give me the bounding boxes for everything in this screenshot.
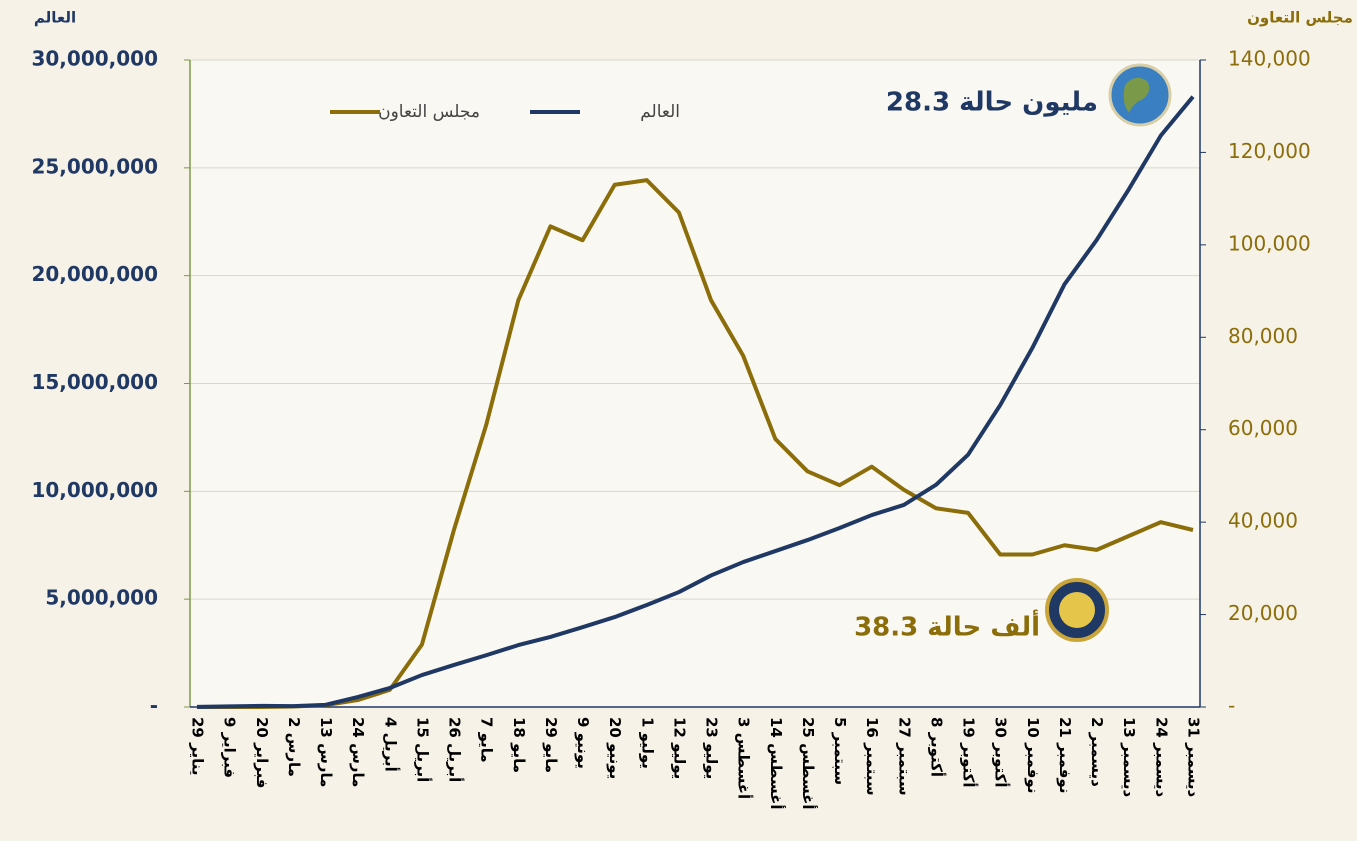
x-tick-label: 13 ديسمبر <box>1120 717 1138 798</box>
series-line <box>196 95 1195 709</box>
x-tick-label: 12 يوليو <box>670 717 688 779</box>
y-tick-label: 15,000,000 <box>31 370 158 394</box>
x-tick-label: 24 ديسمبر <box>1152 717 1170 798</box>
y2-tick-label: 20,000 <box>1228 601 1298 625</box>
x-tick-label: 13 مارس <box>317 717 335 787</box>
y2-tick-label: 100,000 <box>1228 231 1311 255</box>
x-tick-label: 1 يوليو <box>638 717 656 769</box>
y-tick-label: 5,000,000 <box>45 586 158 610</box>
x-tick-label: 20 يونيو <box>606 717 624 779</box>
x-tick-label: 8 أكتوبر <box>927 717 946 777</box>
x-tick-label: 29 مايو <box>542 717 560 773</box>
y-tick-label: - <box>150 694 158 718</box>
x-tick-label: 20 فبراير <box>253 717 271 789</box>
x-tick-label: 2 ديسمبر <box>1088 717 1106 787</box>
x-tick-label: 30 أكتوبر <box>992 717 1011 787</box>
annotation: 38.3 ألف حالة <box>854 610 1040 643</box>
y-tick-label: 25,000,000 <box>31 154 158 178</box>
y2-tick-label: 60,000 <box>1228 416 1298 440</box>
y2-tick-label: 40,000 <box>1228 509 1298 533</box>
x-tick-label: 4 أبريل <box>381 717 400 772</box>
x-tick-label: 31 ديسمبر <box>1185 717 1203 798</box>
x-tick-label: 18 مايو <box>510 717 528 773</box>
y-tick-label: 10,000,000 <box>31 478 158 502</box>
x-tick-label: 21 نوفمبر <box>1056 717 1074 793</box>
x-tick-label: 23 يوليو <box>703 717 721 779</box>
x-tick-label: 26 أبريل <box>446 717 465 782</box>
x-tick-label: 9 فبراير <box>221 717 239 778</box>
x-tick-label: 25 أغسطس <box>799 717 818 810</box>
x-tick-label: 5 سبتمبر <box>831 717 849 785</box>
y2-tick-label: 120,000 <box>1228 139 1311 163</box>
x-tick-label: 14 أغسطس <box>767 717 786 810</box>
series-line <box>197 178 1194 709</box>
globe-land <box>1123 77 1150 113</box>
x-tick-label: 2 مارس <box>285 717 303 777</box>
x-tick-label: 7 مايو <box>478 717 496 763</box>
y-axis-title: العالم <box>34 9 76 27</box>
x-tick-label: 27 سبتمبر <box>895 717 913 796</box>
y2-axis-title: مجلس التعاون <box>1247 9 1353 27</box>
y2-tick-label: 140,000 <box>1228 47 1311 71</box>
x-tick-label: 3 أغسطس <box>735 717 754 799</box>
x-tick-label: 19 أكتوبر <box>960 717 979 787</box>
x-tick-label: 15 أبريل <box>413 717 432 782</box>
y-tick-label: 30,000,000 <box>31 47 158 71</box>
y2-tick-label: 80,000 <box>1228 324 1298 348</box>
x-tick-label: 10 نوفمبر <box>1024 717 1042 793</box>
annotation: 28.3 مليون حالة <box>886 88 1098 118</box>
x-tick-label: 24 مارس <box>349 717 367 787</box>
y2-tick-label: - <box>1228 694 1235 718</box>
x-tick-label: 16 سبتمبر <box>863 717 881 796</box>
gcc-emblem-inner <box>1059 592 1095 628</box>
legend-label: العالم <box>640 102 680 122</box>
x-tick-label: 9 يونيو <box>574 717 592 769</box>
x-tick-label: 29 يناير <box>189 717 207 775</box>
y-tick-label: 20,000,000 <box>31 262 158 286</box>
legend-label: مجلس التعاون <box>378 102 480 122</box>
